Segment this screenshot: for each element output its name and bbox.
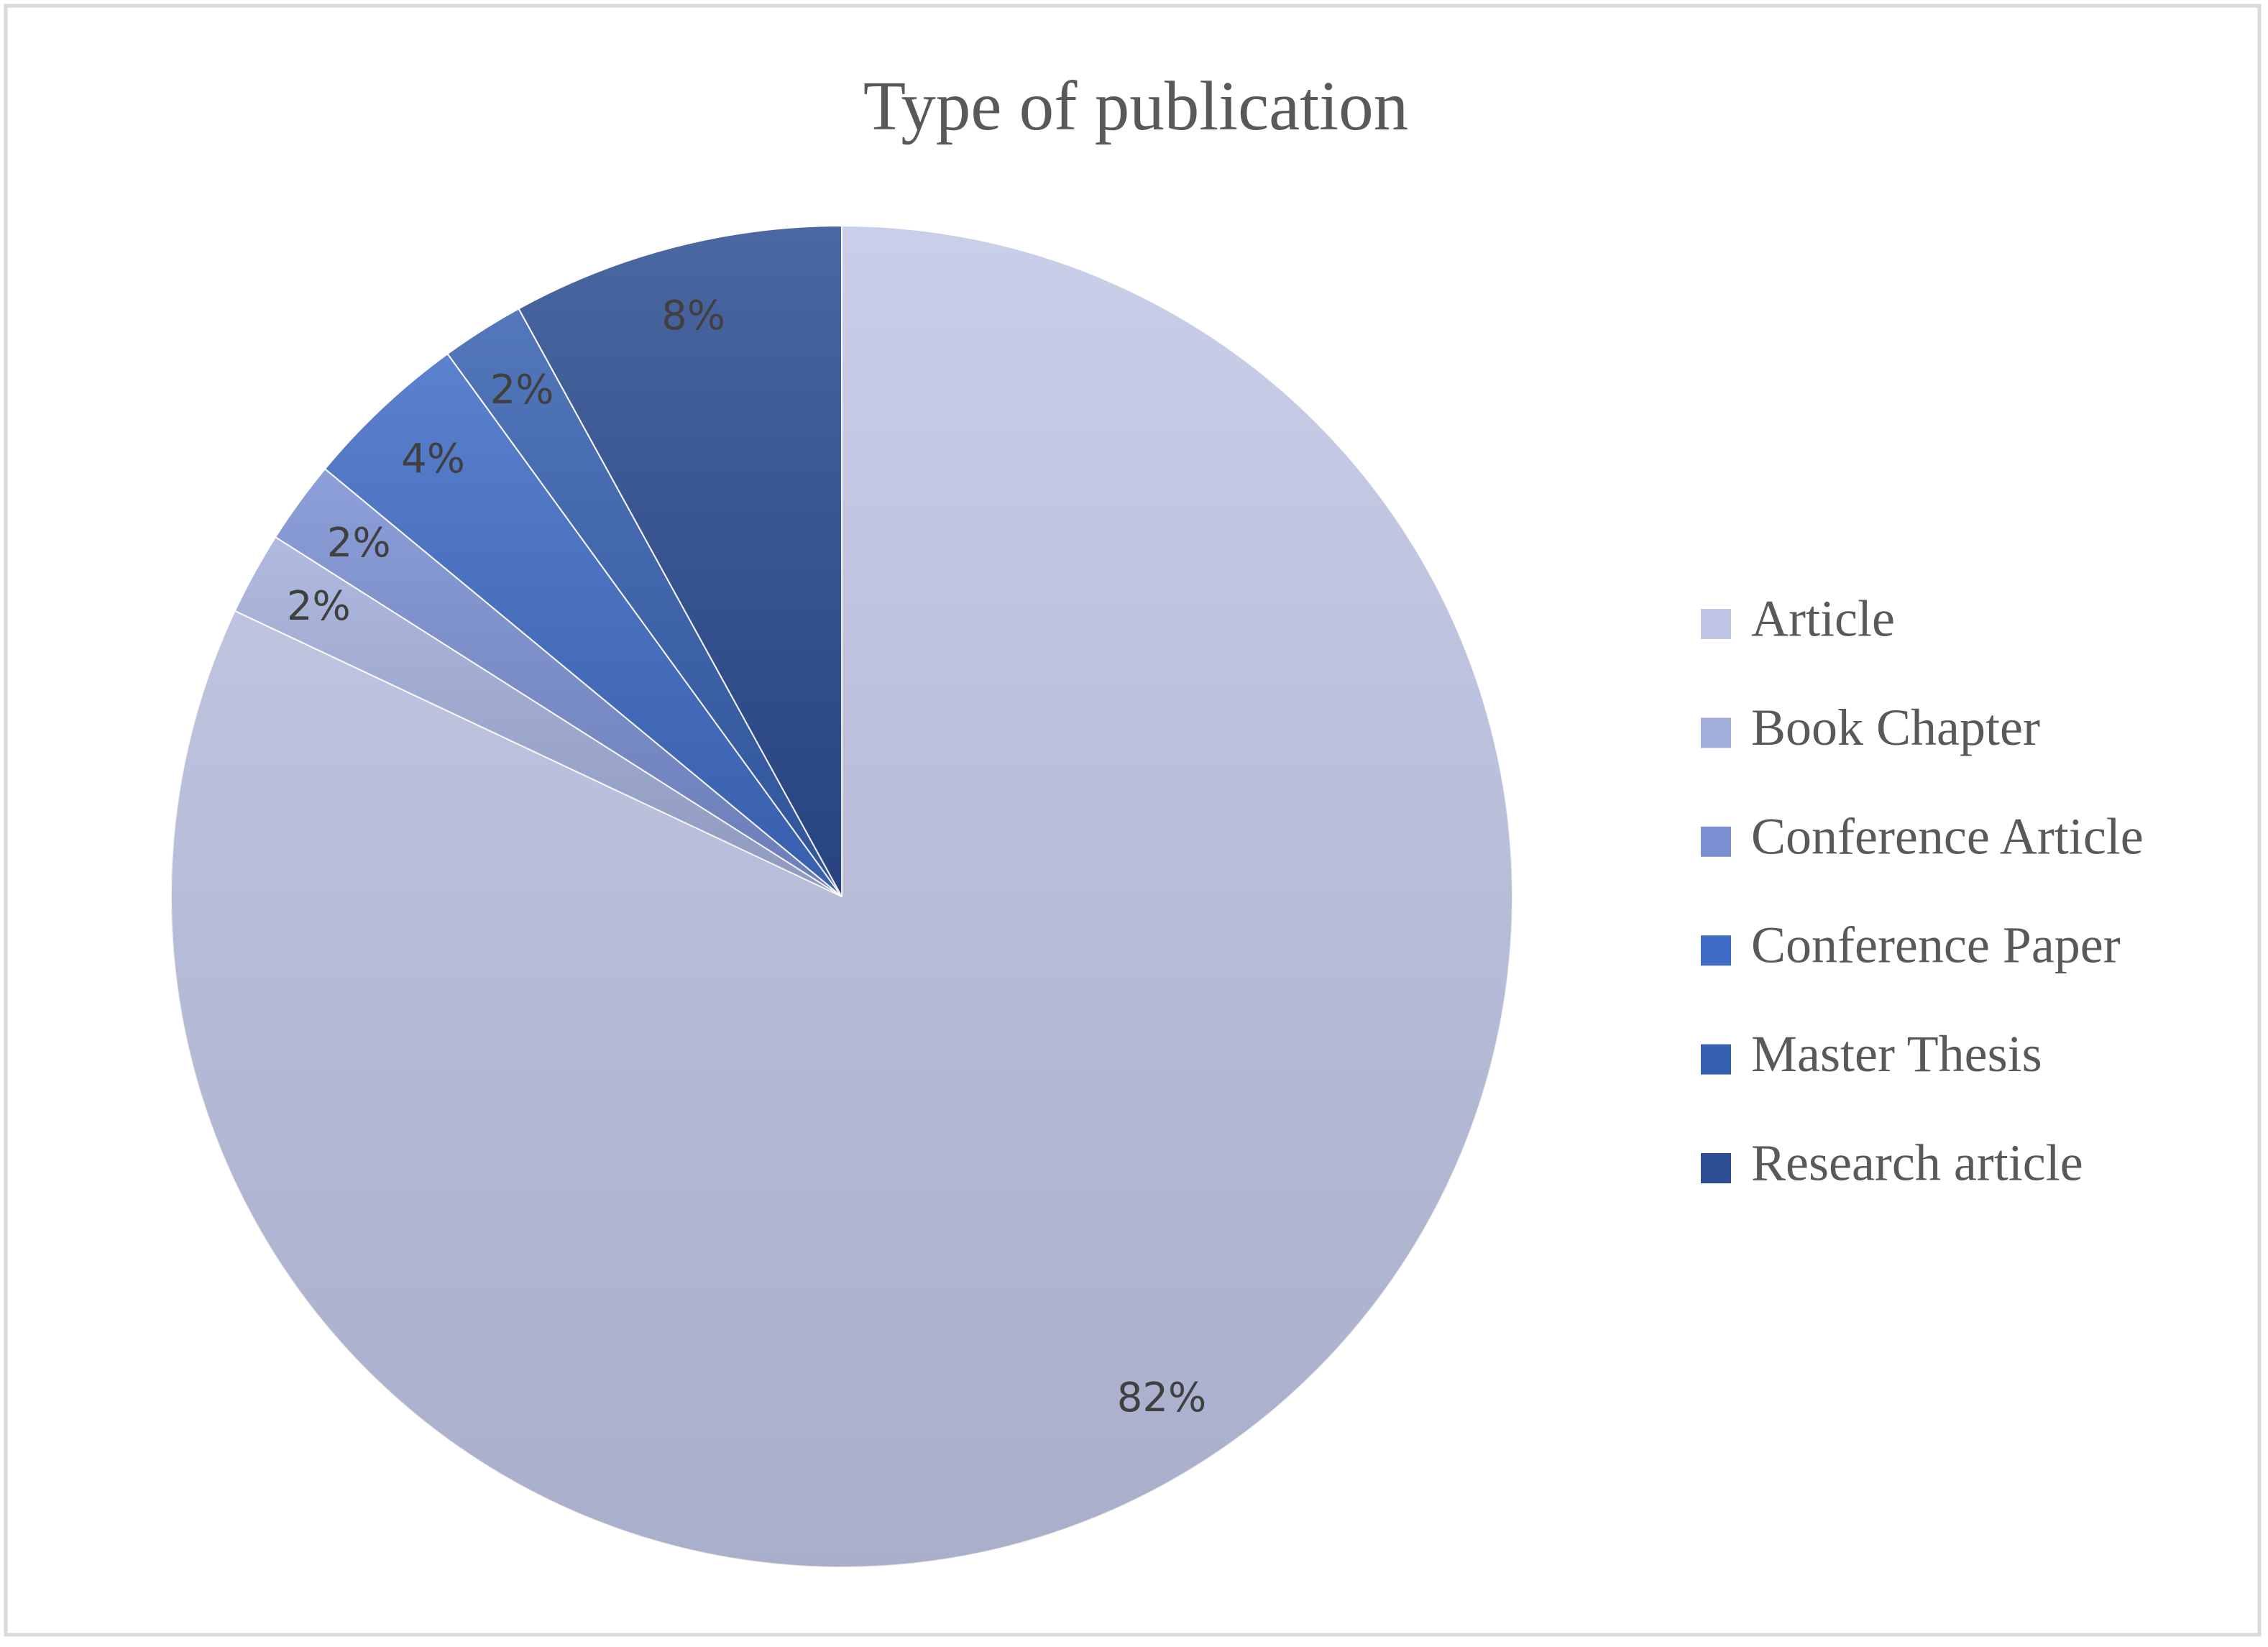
legend-swatch bbox=[1701, 1044, 1731, 1075]
data-labels: 82%2%2%4%2%8% bbox=[287, 293, 1206, 1421]
legend-swatch bbox=[1701, 935, 1731, 966]
legend-label: Article bbox=[1751, 590, 1895, 648]
legend-swatch bbox=[1701, 609, 1731, 639]
data-label: 2% bbox=[327, 520, 391, 566]
legend: Article Book Chapter Conference Article Con… bbox=[1701, 590, 2144, 1192]
legend-label: Research article bbox=[1751, 1134, 2083, 1192]
legend-label: Book Chapter bbox=[1751, 699, 2040, 756]
slice-shade bbox=[447, 308, 842, 896]
chart-title: Type of publication bbox=[863, 68, 1408, 144]
slice-shade bbox=[234, 537, 842, 896]
legend-label: Master Thesis bbox=[1751, 1025, 2042, 1083]
data-label: 2% bbox=[490, 367, 554, 413]
data-label: 2% bbox=[287, 583, 351, 630]
legend-swatch bbox=[1701, 1153, 1731, 1183]
legend-label: Conference Paper bbox=[1751, 917, 2121, 974]
data-label: 4% bbox=[401, 436, 465, 482]
data-label: 82% bbox=[1117, 1375, 1206, 1421]
slice-shade bbox=[275, 469, 842, 896]
slice-shade bbox=[518, 226, 842, 896]
legend-label: Conference Article bbox=[1751, 807, 2144, 865]
legend-swatch bbox=[1701, 826, 1731, 857]
slice-shade bbox=[325, 354, 842, 896]
pie bbox=[170, 224, 1513, 1568]
data-label: 8% bbox=[661, 293, 725, 339]
legend-swatch bbox=[1701, 717, 1731, 748]
